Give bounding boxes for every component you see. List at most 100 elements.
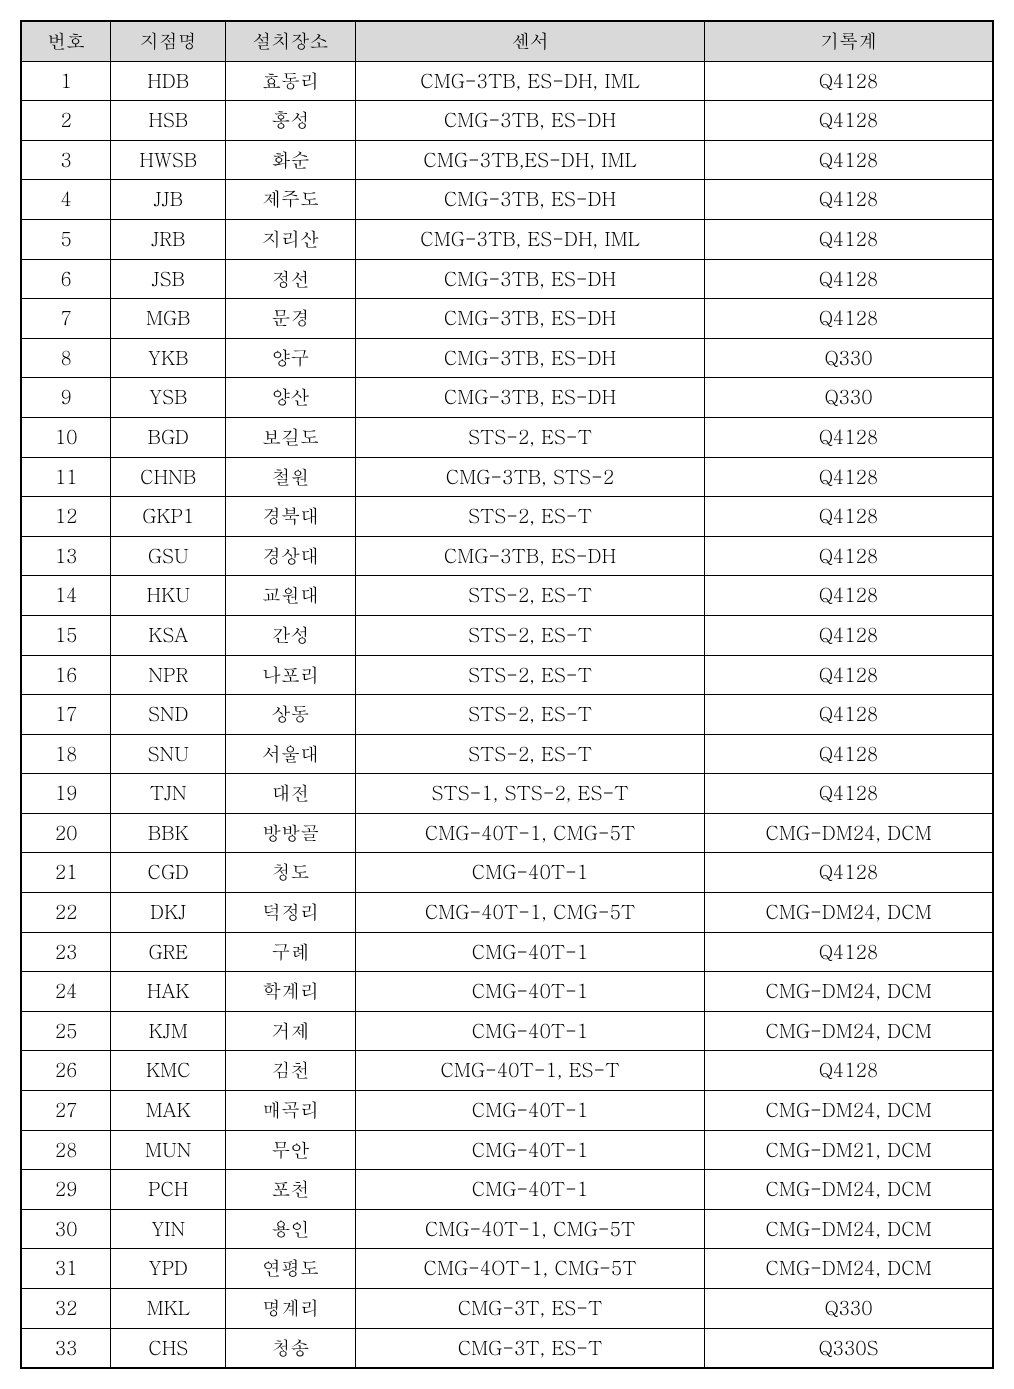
table-row: 18SNU서울대STS-2, ES-TQ4128 [21, 734, 993, 774]
cell-no: 18 [21, 734, 111, 774]
cell-sensor: STS-1, STS-2, ES-T [355, 774, 704, 814]
cell-no: 12 [21, 497, 111, 537]
table-row: 28MUN무안CMG-40T-1CMG-DM21, DCM [21, 1130, 993, 1170]
cell-station: BBK [111, 813, 226, 853]
cell-sensor: CMG-40T-1 [355, 1091, 704, 1131]
cell-recorder: Q330 [705, 1289, 993, 1329]
cell-no: 22 [21, 893, 111, 933]
cell-location: 화순 [226, 140, 356, 180]
cell-station: CHS [111, 1328, 226, 1368]
cell-station: HAK [111, 972, 226, 1012]
cell-no: 13 [21, 536, 111, 576]
cell-location: 구례 [226, 932, 356, 972]
cell-location: 연평도 [226, 1249, 356, 1289]
cell-sensor: CMG-3TB, ES-DH [355, 180, 704, 220]
cell-sensor: CMG-3TB, ES-DH [355, 378, 704, 418]
cell-station: HKU [111, 576, 226, 616]
cell-sensor: CMG-40T-1 [355, 1011, 704, 1051]
cell-station: KSA [111, 615, 226, 655]
cell-sensor: CMG-40T-1, CMG-5T [355, 1209, 704, 1249]
cell-sensor: STS-2, ES-T [355, 615, 704, 655]
cell-station: MAK [111, 1091, 226, 1131]
cell-sensor: CMG-40T-1 [355, 932, 704, 972]
table-row: 10BGD보길도STS-2, ES-TQ4128 [21, 417, 993, 457]
cell-location: 매곡리 [226, 1091, 356, 1131]
cell-sensor: CMG-40T-1, CMG-5T [355, 893, 704, 933]
cell-sensor: CMG-3T, ES-T [355, 1289, 704, 1329]
table-row: 2HSB홍성CMG-3TB, ES-DHQ4128 [21, 101, 993, 141]
table-row: 4JJB제주도CMG-3TB, ES-DHQ4128 [21, 180, 993, 220]
cell-sensor: CMG-3TB, STS-2 [355, 457, 704, 497]
cell-recorder: Q4128 [705, 299, 993, 339]
cell-recorder: Q330 [705, 338, 993, 378]
cell-recorder: Q4128 [705, 61, 993, 101]
cell-station: MUN [111, 1130, 226, 1170]
cell-no: 20 [21, 813, 111, 853]
cell-recorder: Q4128 [705, 734, 993, 774]
cell-no: 31 [21, 1249, 111, 1289]
cell-station: YSB [111, 378, 226, 418]
cell-sensor: STS-2, ES-T [355, 695, 704, 735]
cell-sensor: CMG-3TB, ES-DH [355, 299, 704, 339]
cell-station: GKP1 [111, 497, 226, 537]
cell-no: 15 [21, 615, 111, 655]
cell-no: 1 [21, 61, 111, 101]
cell-recorder: CMG-DM24, DCM [705, 1209, 993, 1249]
station-table: 번호 지점명 설치장소 센서 기록계 1HDB효동리CMG-3TB, ES-DH… [20, 20, 994, 1369]
cell-no: 5 [21, 219, 111, 259]
cell-station: GRE [111, 932, 226, 972]
table-row: 30YIN용인CMG-40T-1, CMG-5TCMG-DM24, DCM [21, 1209, 993, 1249]
cell-station: TJN [111, 774, 226, 814]
cell-location: 청도 [226, 853, 356, 893]
cell-no: 24 [21, 972, 111, 1012]
cell-recorder: CMG-DM24, DCM [705, 813, 993, 853]
cell-location: 문경 [226, 299, 356, 339]
cell-no: 33 [21, 1328, 111, 1368]
cell-station: KMC [111, 1051, 226, 1091]
cell-station: DKJ [111, 893, 226, 933]
cell-sensor: CMG-40T-1, CMG-5T [355, 813, 704, 853]
cell-location: 김천 [226, 1051, 356, 1091]
table-row: 26KMC김천CMG-40T-1, ES-TQ4128 [21, 1051, 993, 1091]
cell-location: 경북대 [226, 497, 356, 537]
cell-no: 9 [21, 378, 111, 418]
cell-location: 양산 [226, 378, 356, 418]
cell-no: 4 [21, 180, 111, 220]
cell-location: 청송 [226, 1328, 356, 1368]
cell-sensor: STS-2, ES-T [355, 417, 704, 457]
table-row: 12GKP1경북대STS-2, ES-TQ4128 [21, 497, 993, 537]
cell-no: 27 [21, 1091, 111, 1131]
cell-location: 정선 [226, 259, 356, 299]
cell-station: SND [111, 695, 226, 735]
cell-location: 경상대 [226, 536, 356, 576]
table-body: 1HDB효동리CMG-3TB, ES-DH, IMLQ41282HSB홍성CMG… [21, 61, 993, 1368]
cell-station: KJM [111, 1011, 226, 1051]
table-row: 14HKU교원대STS-2, ES-TQ4128 [21, 576, 993, 616]
cell-recorder: Q4128 [705, 536, 993, 576]
cell-no: 7 [21, 299, 111, 339]
cell-recorder: CMG-DM24, DCM [705, 1170, 993, 1210]
cell-sensor: CMG-3TB, ES-DH [355, 536, 704, 576]
cell-station: MGB [111, 299, 226, 339]
table-row: 17SND상동STS-2, ES-TQ4128 [21, 695, 993, 735]
cell-no: 23 [21, 932, 111, 972]
cell-location: 명계리 [226, 1289, 356, 1329]
table-row: 13GSU경상대CMG-3TB, ES-DHQ4128 [21, 536, 993, 576]
table-row: 31YPD연평도CMG-4OT-1, CMG-5TCMG-DM24, DCM [21, 1249, 993, 1289]
cell-station: JRB [111, 219, 226, 259]
cell-station: MKL [111, 1289, 226, 1329]
table-row: 9YSB양산CMG-3TB, ES-DHQ330 [21, 378, 993, 418]
cell-recorder: CMG-DM24, DCM [705, 1249, 993, 1289]
cell-station: YIN [111, 1209, 226, 1249]
cell-recorder: Q330S [705, 1328, 993, 1368]
cell-recorder: CMG-DM24, DCM [705, 893, 993, 933]
cell-station: CGD [111, 853, 226, 893]
cell-location: 용인 [226, 1209, 356, 1249]
cell-recorder: CMG-DM24, DCM [705, 1091, 993, 1131]
cell-sensor: CMG-3TB, ES-DH, IML [355, 219, 704, 259]
cell-location: 나포리 [226, 655, 356, 695]
cell-station: JJB [111, 180, 226, 220]
table-row: 19TJN대전STS-1, STS-2, ES-TQ4128 [21, 774, 993, 814]
cell-location: 교원대 [226, 576, 356, 616]
table-header-row: 번호 지점명 설치장소 센서 기록계 [21, 21, 993, 61]
